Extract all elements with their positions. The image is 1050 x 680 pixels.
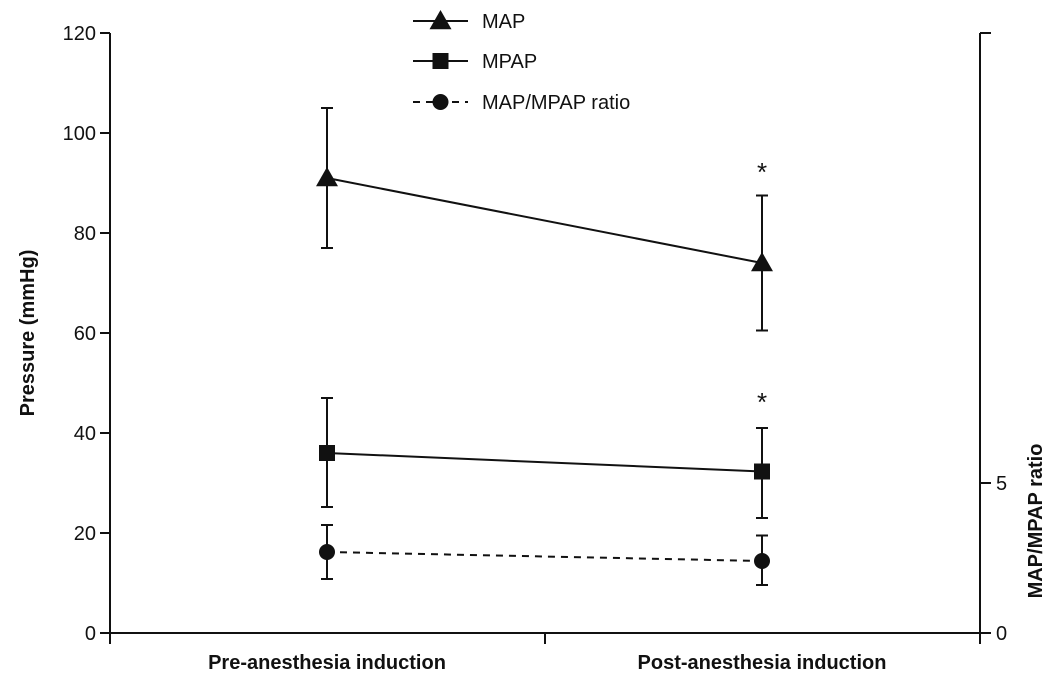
legend-marker-circle: [432, 94, 449, 110]
significance-asterisk: *: [757, 387, 767, 417]
series-map: [316, 107, 773, 332]
left-axis-tick-label: 120: [63, 23, 96, 45]
x-axis-category-label: Pre-anesthesia induction: [208, 652, 446, 674]
legend-label: MAP: [482, 11, 525, 33]
data-point-square: [754, 463, 770, 480]
significance-asterisk: *: [757, 157, 767, 187]
series-line: [326, 452, 763, 473]
legend-item: MPAP: [413, 51, 537, 73]
legend-label: MAP/MPAP ratio: [482, 92, 630, 114]
left-axis-title: Pressure (mmHg): [17, 250, 39, 417]
data-point-circle: [754, 553, 770, 569]
series-map-mpap-ratio: [319, 524, 770, 586]
chart-axes: 0 20 40 60 80 100 120 Pressure (mmHg) Pre-anesth…: [17, 23, 1047, 674]
legend-marker-square: [432, 53, 449, 69]
legend-item: MAP/MPAP ratio: [413, 92, 630, 114]
left-axis-tick-label: 60: [74, 323, 96, 345]
data-point-square: [319, 445, 335, 461]
left-axis-tick-label: 20: [74, 523, 96, 545]
legend-label: MPAP: [482, 51, 537, 73]
left-axis-tick-label: 100: [63, 123, 96, 145]
series-mpap: [319, 397, 770, 519]
chart-plot-area: **: [316, 107, 773, 586]
right-axis-title: MAP/MPAP ratio: [1025, 444, 1047, 599]
left-axis-tick-label: 40: [74, 423, 96, 445]
data-point-circle: [319, 544, 335, 560]
legend-marker-triangle: [429, 10, 452, 30]
left-axis-tick-label: 80: [74, 223, 96, 245]
chart-legend: MAP MPAP MAP/MPAP ratio: [413, 10, 630, 114]
x-axis-category-label: Post-anesthesia induction: [638, 652, 887, 674]
left-axis-tick-label: 0: [85, 623, 96, 645]
series-line: [326, 551, 763, 562]
data-point-triangle: [316, 167, 338, 187]
series-line: [326, 177, 763, 264]
right-axis-tick-label: 0: [996, 623, 1007, 645]
legend-item: MAP: [413, 10, 525, 33]
data-point-triangle: [751, 252, 773, 272]
right-axis-tick-label: 5: [996, 473, 1007, 495]
